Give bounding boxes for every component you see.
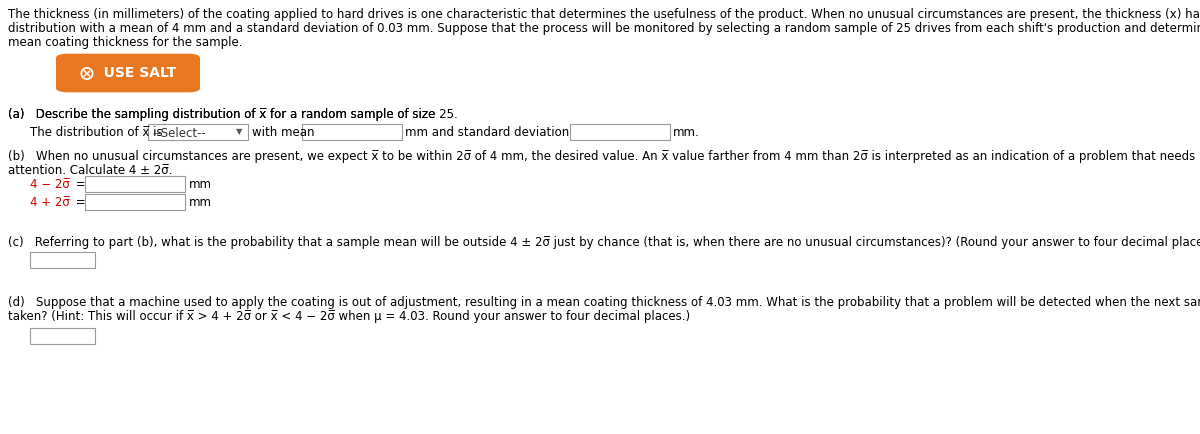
Text: taken? (Hint: This will occur if x̅ > 4 + 2σ̅ or x̅ < 4 − 2σ̅ when μ = 4.03. Rou: taken? (Hint: This will occur if x̅ > 4 …: [8, 310, 690, 323]
FancyBboxPatch shape: [570, 124, 670, 140]
Text: mm and standard deviation: mm and standard deviation: [406, 126, 569, 139]
FancyBboxPatch shape: [30, 252, 95, 268]
Text: distribution with a mean of 4 mm and a standard deviation of 0.03 mm. Suppose th: distribution with a mean of 4 mm and a s…: [8, 22, 1200, 35]
FancyBboxPatch shape: [30, 328, 95, 344]
FancyBboxPatch shape: [302, 124, 402, 140]
Text: mm: mm: [190, 196, 212, 209]
Text: ▼: ▼: [236, 127, 242, 136]
Text: with mean: with mean: [252, 126, 314, 139]
Text: (b)   When no unusual circumstances are present, we expect x̅ to be within 2σ̅ o: (b) When no unusual circumstances are pr…: [8, 150, 1195, 163]
Text: attention. Calculate 4 ± 2σ̅.: attention. Calculate 4 ± 2σ̅.: [8, 164, 173, 177]
Text: =: =: [72, 196, 85, 209]
Text: =: =: [72, 178, 85, 191]
Text: mm: mm: [190, 178, 212, 191]
Text: ⨂  USE SALT: ⨂ USE SALT: [80, 66, 176, 80]
Text: The thickness (in millimeters) of the coating applied to hard drives is one char: The thickness (in millimeters) of the co…: [8, 8, 1200, 21]
Text: (a)   Describe the sampling distribution of x̅ for a random sample of size: (a) Describe the sampling distribution o…: [8, 108, 439, 121]
Text: (c)   Referring to part (b), what is the probability that a sample mean will be : (c) Referring to part (b), what is the p…: [8, 236, 1200, 249]
Text: 4 − 2σ̅: 4 − 2σ̅: [30, 178, 70, 191]
Text: (a)   Describe the sampling distribution of x̅ for a random sample of size 25.: (a) Describe the sampling distribution o…: [8, 108, 457, 121]
Text: mm.: mm.: [673, 126, 700, 139]
Text: --Select--: --Select--: [152, 127, 206, 140]
Text: 4 + 2σ̅: 4 + 2σ̅: [30, 196, 70, 209]
Text: (a)   Describe the sampling distribution of x̅ for a random sample of size: (a) Describe the sampling distribution o…: [8, 108, 439, 121]
FancyBboxPatch shape: [85, 194, 185, 210]
FancyBboxPatch shape: [85, 176, 185, 192]
Text: The distribution of x̅ is: The distribution of x̅ is: [30, 126, 163, 139]
FancyBboxPatch shape: [56, 54, 200, 92]
Text: mean coating thickness for the sample.: mean coating thickness for the sample.: [8, 36, 242, 49]
FancyBboxPatch shape: [148, 124, 248, 140]
Text: (d)   Suppose that a machine used to apply the coating is out of adjustment, res: (d) Suppose that a machine used to apply…: [8, 296, 1200, 309]
